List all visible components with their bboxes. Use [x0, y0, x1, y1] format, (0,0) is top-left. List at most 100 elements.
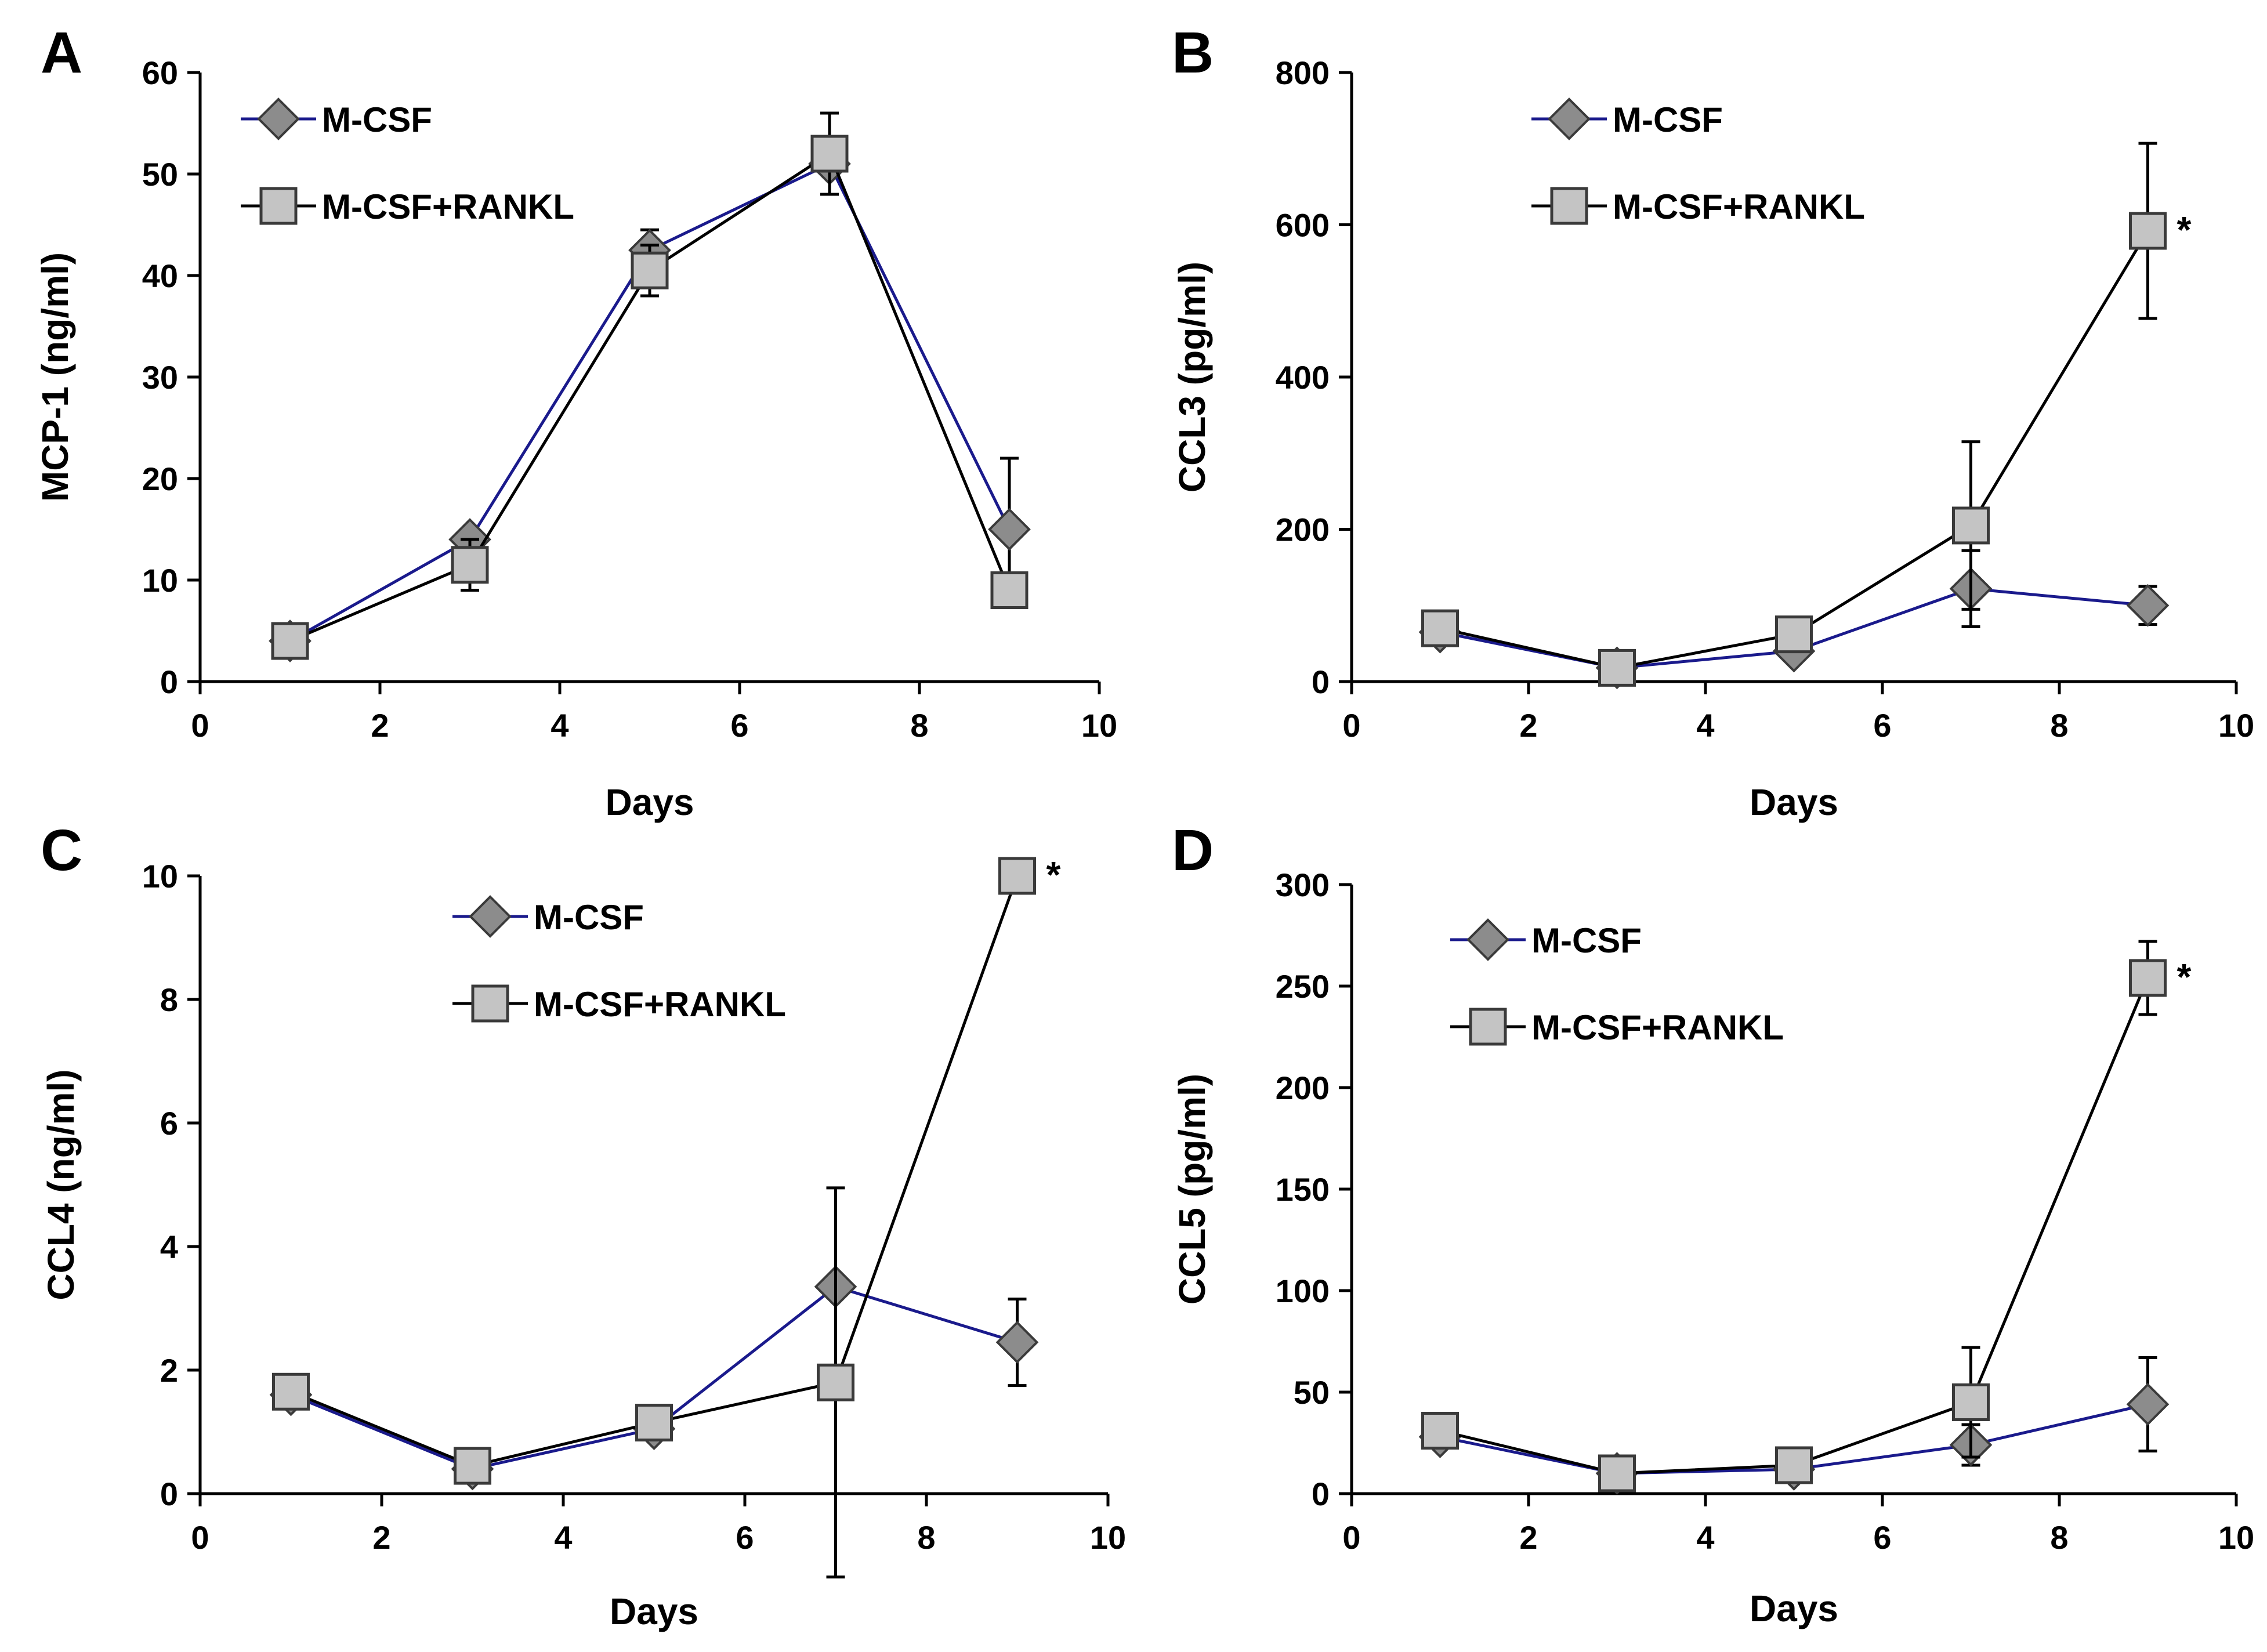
x-axis-title: Days [1750, 781, 1838, 823]
significance-star: * [2177, 956, 2192, 998]
data-point [2126, 1383, 2170, 1426]
y-tick-label: 2 [160, 1352, 178, 1389]
x-tick-label: 10 [1090, 1519, 1126, 1556]
x-tick-label: 10 [1081, 707, 1117, 744]
x-tick-label: 8 [2050, 707, 2068, 744]
x-tick-label: 6 [730, 707, 748, 744]
data-point [1421, 1412, 1459, 1450]
y-tick-label: 30 [142, 359, 178, 396]
x-tick-label: 8 [917, 1519, 935, 1556]
x-tick-label: 4 [1696, 1519, 1714, 1556]
y-tick-label: 200 [1276, 512, 1330, 548]
series-m-csf-rankl [272, 857, 1036, 1579]
x-tick-label: 6 [736, 1519, 754, 1556]
y-tick-label: 600 [1276, 207, 1330, 244]
y-tick-label: 50 [142, 156, 178, 193]
series-m-csf-rankl [271, 111, 1029, 660]
y-tick-label: 8 [160, 981, 178, 1018]
legend-diamond-icon [1548, 97, 1591, 140]
data-point [990, 571, 1029, 609]
y-tick-label: 10 [142, 858, 178, 894]
series-m-csf-rankl [1421, 142, 2167, 687]
data-point [2129, 212, 2167, 250]
chart-panel-d: D 0 50 100 150 200 250 300 0 2 4 6 8 10 Days CCL5 (pg/m… [1171, 818, 2254, 1629]
series-line [1439, 230, 2149, 669]
legend-label: M-CSF+RANKL [534, 985, 786, 1024]
x-tick-label: 6 [1873, 707, 1891, 744]
y-tick-label: 800 [1276, 55, 1330, 91]
x-tick-label: 0 [1342, 1519, 1360, 1556]
data-point [2126, 584, 2170, 627]
y-tick-label: 0 [160, 664, 178, 700]
data-point [1775, 1446, 1813, 1484]
y-axis-title: CCL3 (pg/ml) [1171, 262, 1213, 492]
data-point [1952, 506, 1990, 545]
series-m-csf-rankl [1421, 940, 2167, 1492]
y-tick-label: 0 [1312, 664, 1330, 700]
data-point [1598, 649, 1636, 687]
series-line [289, 151, 1011, 643]
data-point [635, 1404, 673, 1442]
legend-square-icon [259, 187, 298, 225]
legend-label: M-CSF+RANKL [322, 187, 574, 226]
legend-square-icon [471, 984, 509, 1023]
data-point [2129, 959, 2167, 997]
legend-diamond-icon [257, 97, 300, 140]
x-tick-label: 0 [191, 1519, 209, 1556]
data-point [998, 857, 1036, 895]
y-tick-label: 150 [1276, 1171, 1330, 1208]
legend-label: M-CSF [534, 898, 644, 937]
y-tick-label: 250 [1276, 968, 1330, 1005]
y-tick-label: 0 [160, 1476, 178, 1512]
y-tick-label: 300 [1276, 867, 1330, 903]
significance-star: * [1046, 854, 1061, 896]
y-tick-label: 100 [1276, 1273, 1330, 1309]
y-axis-title: CCL4 (ng/ml) [40, 1069, 82, 1300]
legend-diamond-icon [1466, 918, 1509, 961]
series-line [1439, 977, 2149, 1475]
legend-label: M-CSF+RANKL [1531, 1008, 1784, 1047]
y-tick-label: 60 [142, 55, 178, 91]
x-axis-title: Days [610, 1591, 698, 1632]
x-tick-label: 8 [910, 707, 928, 744]
data-point [988, 508, 1031, 551]
data-point [1952, 1383, 1990, 1421]
legend: M-CSF M-CSF+RANKL [1450, 918, 1784, 1047]
significance-star: * [2177, 209, 2192, 251]
chart-panel-b: B 0 200 400 600 800 0 2 4 6 8 10 Days CCL3 (pg/ml) * M-… [1171, 20, 2254, 823]
legend-label: M-CSF [322, 100, 432, 139]
x-tick-label: 2 [1519, 1519, 1537, 1556]
x-tick-label: 8 [2050, 1519, 2068, 1556]
chart-panel-a: A 0 10 20 30 40 50 60 0 2 4 6 8 10 Days MCP-1 (ng/ml) M-… [34, 20, 1117, 823]
legend-diamond-icon [469, 895, 512, 938]
series-line [290, 875, 1019, 1468]
data-point [1598, 1454, 1636, 1492]
y-tick-label: 50 [1294, 1374, 1330, 1411]
x-tick-label: 2 [372, 1519, 390, 1556]
y-tick-label: 200 [1276, 1070, 1330, 1106]
panel-letter: C [41, 818, 82, 883]
legend-label: M-CSF+RANKL [1613, 187, 1865, 226]
x-tick-label: 6 [1873, 1519, 1891, 1556]
series-m-csf [269, 1265, 1039, 1491]
x-tick-label: 2 [371, 707, 389, 744]
legend-square-icon [1550, 187, 1588, 225]
panel-letter: D [1172, 818, 1214, 883]
x-tick-label: 4 [1696, 707, 1714, 744]
x-axis-title: Days [1750, 1588, 1838, 1629]
y-tick-label: 20 [142, 461, 178, 497]
x-axis-title: Days [606, 781, 694, 823]
data-point [810, 135, 849, 173]
legend-label: M-CSF [1531, 921, 1642, 960]
legend: M-CSF M-CSF+RANKL [1531, 97, 1865, 226]
data-point [272, 1372, 310, 1411]
data-point [454, 1447, 491, 1485]
legend: M-CSF M-CSF+RANKL [452, 895, 786, 1024]
x-tick-label: 0 [1342, 707, 1360, 744]
data-point [817, 1363, 854, 1401]
x-tick-label: 2 [1519, 707, 1537, 744]
x-tick-label: 4 [551, 707, 568, 744]
panel-letter: B [1172, 20, 1214, 85]
x-tick-label: 4 [554, 1519, 572, 1556]
